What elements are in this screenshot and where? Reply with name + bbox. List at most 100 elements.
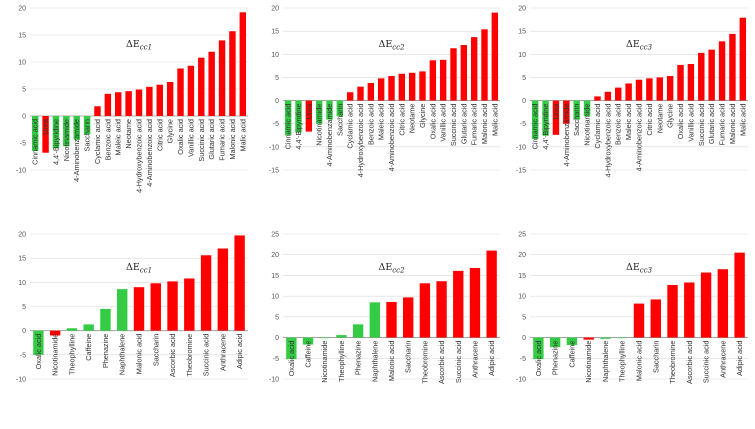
category-label: Fumaric acid — [718, 104, 727, 146]
category-label: 4-Aminobenzoic acid — [387, 104, 396, 172]
bar — [563, 100, 570, 124]
bar — [470, 37, 478, 101]
category-label: Urea — [41, 118, 50, 135]
bar — [491, 12, 499, 101]
chart-title: ΔEcc3 — [626, 39, 653, 52]
y-tick-label: 5 — [275, 314, 279, 321]
category-label: Glutaric acid — [707, 104, 716, 145]
bar — [617, 337, 628, 339]
category-label: Cinnamic acid — [284, 104, 293, 150]
bar — [408, 72, 416, 101]
bar — [234, 235, 245, 331]
bar — [481, 29, 488, 101]
category-label: Maleic acid — [114, 119, 123, 156]
bar — [146, 86, 153, 116]
category-label: 4-Hydroxybenzoic acid — [356, 104, 365, 178]
category-label: Malic acid — [490, 104, 499, 136]
bar — [336, 100, 344, 117]
category-label: Theophylline — [67, 334, 76, 375]
category-label: Maleic acid — [377, 104, 386, 141]
category-label: 4-Aminobenzamide — [72, 119, 81, 182]
y-tick-label: 15 — [271, 273, 279, 280]
chart-title-symbol: ΔE — [378, 262, 392, 273]
chart-panel-6: -10 -5 0 5 10 15 20 25 Oxalic acid Phenazine Caffe… — [516, 232, 748, 384]
chart-title-symbol: ΔE — [626, 262, 640, 273]
category-label: Nicotinamide — [320, 341, 329, 383]
category-label: 4-Hydroxybenzoic acid — [603, 104, 612, 178]
bar — [33, 330, 44, 355]
bar — [336, 335, 347, 338]
bar — [115, 92, 122, 116]
y-tick-label: 20 — [18, 6, 26, 13]
y-tick-label: -10 — [269, 144, 279, 151]
category-label: Citric acid — [645, 104, 654, 136]
bar — [531, 100, 539, 139]
category-label: Anthracene — [218, 334, 227, 371]
bar — [104, 93, 112, 116]
y-tick-label: 10 — [518, 52, 526, 59]
y-tick-label: 10 — [271, 294, 279, 301]
bar — [734, 252, 745, 338]
bar — [469, 267, 481, 338]
bar — [319, 337, 330, 339]
bar — [594, 96, 601, 101]
category-label: Cyclamic acid — [593, 104, 602, 149]
bar — [187, 65, 195, 116]
y-tick-label: 0 — [22, 328, 26, 335]
bar — [63, 116, 70, 147]
bar — [419, 283, 431, 338]
category-label: Maleic acid — [624, 104, 633, 141]
y-tick-label: -15 — [516, 168, 526, 175]
y-tick-label: 0 — [275, 335, 279, 342]
bar — [729, 33, 736, 101]
bar — [135, 89, 143, 116]
bar — [650, 299, 661, 338]
category-label: Malonic acid — [728, 104, 737, 145]
y-tick-label: 10 — [518, 294, 526, 301]
y-tick-label: -5 — [20, 352, 26, 359]
chart-title-symbol: ΔE — [126, 39, 140, 50]
y-tick-label: 20 — [18, 232, 26, 239]
category-label: Saccharin — [151, 334, 160, 366]
category-label: Succinic acid — [449, 104, 458, 147]
category-label: Adipic acid — [487, 341, 496, 376]
bar — [635, 79, 643, 101]
bar — [302, 337, 314, 345]
category-label: Malonic acid — [387, 341, 396, 382]
y-tick-label: 20 — [271, 6, 279, 13]
category-label: Naphthalene — [601, 341, 610, 382]
bar — [698, 52, 705, 101]
bar — [346, 92, 354, 101]
y-tick-label: 5 — [275, 75, 279, 82]
category-label: 4,4'-Bipyridine — [294, 104, 303, 150]
y-tick-label: -15 — [269, 168, 279, 175]
category-label: Oxalic acid — [287, 341, 296, 377]
category-label: Phenazine — [101, 334, 110, 369]
y-tick-label: 15 — [518, 29, 526, 36]
category-label: Urea — [551, 103, 560, 120]
y-tick-label: 15 — [518, 273, 526, 280]
category-label: Adipic acid — [735, 341, 744, 376]
category-label: Malic acid — [238, 119, 247, 151]
bar — [386, 301, 397, 338]
y-tick-label: -10 — [516, 144, 526, 151]
category-label: Oxalic acid — [176, 119, 185, 155]
category-label: Benzoic acid — [103, 119, 112, 160]
bar — [708, 49, 715, 101]
chart-panel-1: -10 -5 0 5 10 15 20 Cinnamic acid Urea 4,4'-Bipyr… — [16, 6, 248, 193]
bar — [453, 270, 464, 338]
category-label: Glutaric acid — [207, 119, 216, 160]
y-tick-label: 15 — [18, 33, 26, 40]
category-label: Cinnamic acid — [531, 104, 540, 150]
y-tick-label: -10 — [516, 377, 526, 384]
category-label: 4-Hydroxybenzoic acid — [135, 119, 144, 193]
category-label: Malic acid — [738, 104, 747, 136]
chart-title-subscript: cc1 — [140, 44, 152, 52]
category-label: Fumaric acid — [218, 119, 227, 161]
bar — [31, 116, 39, 152]
bar — [49, 330, 61, 336]
bar — [684, 282, 695, 338]
y-tick-label: -5 — [20, 141, 26, 148]
category-label: Malonic acid — [228, 119, 237, 160]
